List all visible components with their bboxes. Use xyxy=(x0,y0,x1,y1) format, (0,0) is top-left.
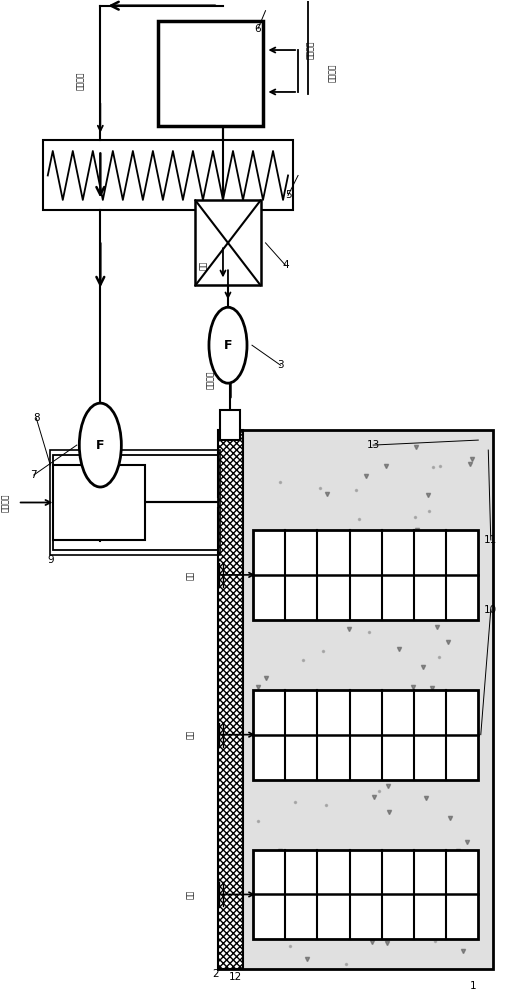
Bar xyxy=(53,465,146,540)
Text: F: F xyxy=(96,439,104,452)
Bar xyxy=(218,430,243,969)
Text: 4: 4 xyxy=(282,260,289,270)
Text: 9: 9 xyxy=(47,555,53,565)
Text: 收集气体: 收集气体 xyxy=(207,371,215,389)
Bar xyxy=(195,200,261,285)
Text: 8: 8 xyxy=(33,413,40,423)
Bar xyxy=(50,450,220,555)
Text: 13: 13 xyxy=(366,440,380,450)
Text: 7: 7 xyxy=(31,470,37,480)
Circle shape xyxy=(209,307,247,383)
Text: 室外大气: 室外大气 xyxy=(305,41,315,59)
Text: 室外大气: 室外大气 xyxy=(76,71,86,90)
Text: 1: 1 xyxy=(470,981,476,991)
Text: 热风: 热风 xyxy=(186,890,195,899)
Bar xyxy=(158,21,263,126)
Text: 热风: 热风 xyxy=(186,730,195,739)
Bar xyxy=(253,530,478,620)
Text: F: F xyxy=(224,339,232,352)
Text: 10: 10 xyxy=(484,605,497,615)
Bar xyxy=(220,410,240,440)
Bar xyxy=(43,140,293,210)
Bar xyxy=(253,850,478,939)
Text: 清洁燃料: 清洁燃料 xyxy=(328,64,337,82)
Text: 12: 12 xyxy=(229,972,242,982)
Bar xyxy=(253,690,478,780)
Bar xyxy=(218,430,493,969)
Text: 3: 3 xyxy=(277,360,284,370)
Text: 6: 6 xyxy=(254,24,261,34)
Bar xyxy=(146,498,218,507)
Circle shape xyxy=(79,403,121,487)
Text: 11: 11 xyxy=(484,535,497,545)
Text: 尾气: 尾气 xyxy=(199,261,208,270)
Bar xyxy=(53,455,218,550)
Text: 5: 5 xyxy=(285,190,291,200)
Text: 热风: 热风 xyxy=(186,570,195,580)
Text: 清洁燃料: 清洁燃料 xyxy=(1,493,10,512)
Text: 2: 2 xyxy=(212,969,219,979)
